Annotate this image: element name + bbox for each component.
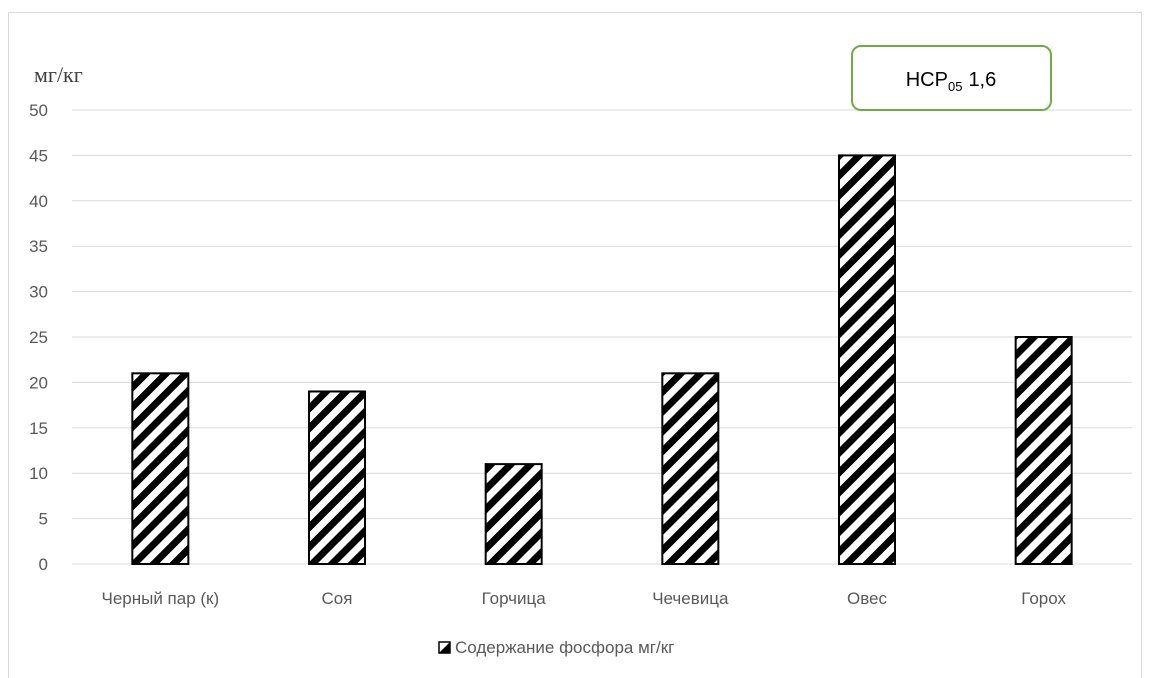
bar-3 <box>661 372 720 565</box>
annotation-value: 1,6 <box>968 69 996 91</box>
x-tick-labels: Черный пар (к) Соя Горчица Чечевица Овес Горо… <box>101 589 1066 608</box>
y-tick-label: 20 <box>29 373 48 392</box>
bar-0 <box>131 372 190 565</box>
annotation-box: НСР05 1,6 <box>851 45 1052 111</box>
y-tick-label: 15 <box>29 419 48 438</box>
x-tick-label: Горчица <box>482 589 547 608</box>
legend-swatch <box>438 641 451 654</box>
annotation-subscript: 05 <box>948 79 962 94</box>
x-tick-label: Овес <box>847 589 888 608</box>
chart-frame <box>8 12 1142 678</box>
y-tick-label: 30 <box>29 283 48 302</box>
y-tick-label: 35 <box>29 237 48 256</box>
y-tick-label: 10 <box>29 464 48 483</box>
y-tick-label: 5 <box>39 510 48 529</box>
legend: Содержание фосфора мг/кг <box>438 638 674 657</box>
bars <box>131 154 1073 566</box>
bar-5 <box>1014 336 1073 565</box>
bar-4 <box>838 154 896 565</box>
y-tick-label: 50 <box>29 101 48 120</box>
legend-label: Содержание фосфора мг/кг <box>455 638 674 657</box>
y-tick-label: 0 <box>39 555 48 574</box>
x-tick-label: Горох <box>1021 589 1066 608</box>
bar-2 <box>484 463 543 565</box>
x-tick-label: Черный пар (к) <box>101 589 219 608</box>
bar-1 <box>308 390 366 566</box>
y-tick-label: 40 <box>29 192 48 211</box>
x-tick-label: Соя <box>322 589 353 608</box>
y-tick-labels: 0 5 10 15 20 25 30 35 40 45 50 <box>29 101 48 574</box>
gridlines <box>72 109 1132 565</box>
y-tick-label: 25 <box>29 328 48 347</box>
annotation-label: НСР <box>906 69 948 91</box>
x-tick-label: Чечевица <box>652 589 729 608</box>
y-tick-label: 45 <box>29 146 48 165</box>
y-axis-unit-label: мг/кг <box>34 62 83 87</box>
